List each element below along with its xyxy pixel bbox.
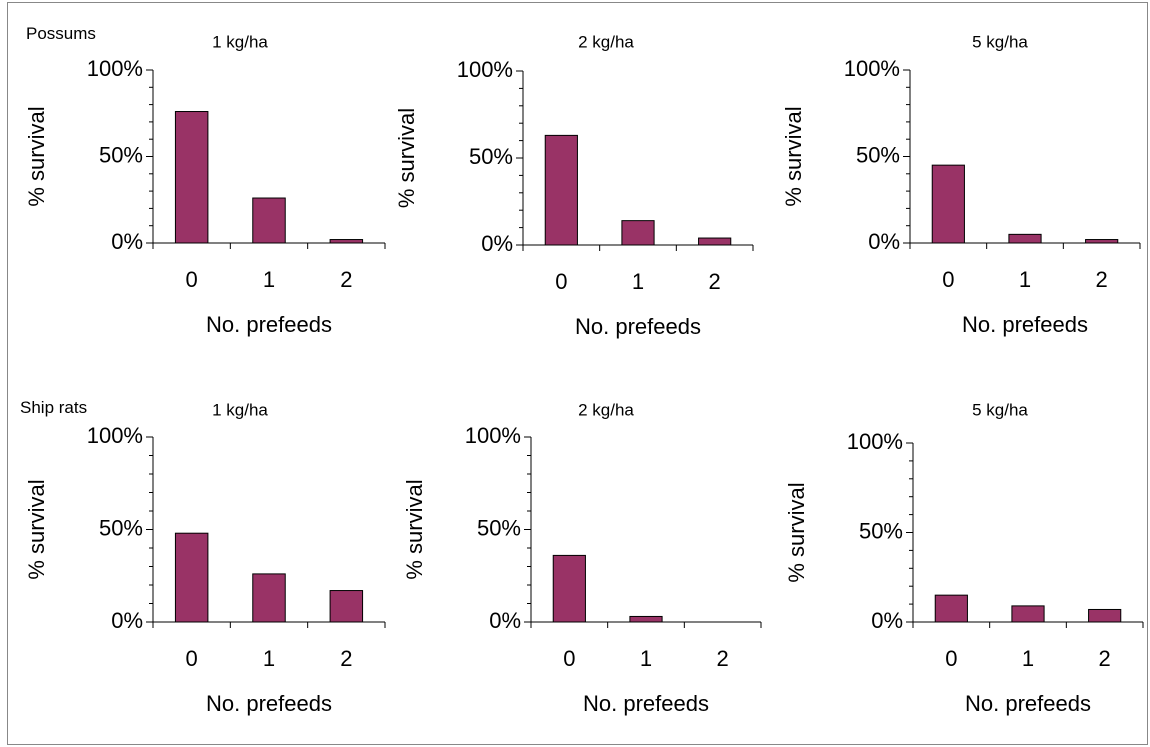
- panel-5-bar-0: [552, 554, 586, 623]
- panel-6-bar-2: [1088, 608, 1122, 623]
- panel-4-y-axis-label: % survival: [24, 479, 49, 579]
- panel-3-title: 5 kg/ha: [972, 32, 1028, 51]
- panel-5-title: 2 kg/ha: [578, 400, 634, 419]
- panel-6-x-tick-label: 1: [1022, 646, 1034, 671]
- figure-frame: [7, 2, 1148, 745]
- panel-1-x-tick-label: 1: [263, 267, 275, 292]
- panel-4-y-tick-label: 50%: [99, 515, 143, 540]
- panel-3-x-tick-label: 0: [942, 267, 954, 292]
- panel-6-title: 5 kg/ha: [972, 400, 1028, 419]
- panel-3-x-tick-label: 2: [1096, 267, 1108, 292]
- panel-4-y-tick-label: 0%: [111, 608, 143, 633]
- panel-6-x-axis-label: No. prefeeds: [965, 691, 1091, 716]
- panel-3-bar-2: [1085, 239, 1119, 244]
- panel-4-x-tick-label: 2: [340, 646, 352, 671]
- panel-5-x-axis-label: No. prefeeds: [583, 691, 709, 716]
- panel-4-x-axis-label: No. prefeeds: [206, 691, 332, 716]
- panel-4-bar-1: [252, 573, 286, 623]
- panel-4-title: 1 kg/ha: [212, 400, 268, 419]
- panel-2-title: 2 kg/ha: [578, 32, 634, 51]
- panel-2-x-axis-label: No. prefeeds: [575, 314, 701, 339]
- panel-1-y-tick-label: 50%: [99, 142, 143, 167]
- panel-2-y-tick-label: 50%: [469, 144, 513, 169]
- panel-4-bar-2: [329, 590, 364, 623]
- panel-1-y-tick-label: 100%: [87, 56, 143, 81]
- panel-3-bar-1: [1008, 233, 1042, 244]
- panel-1-bar-0: [174, 111, 209, 244]
- panel-5-x-tick-label: 0: [563, 646, 575, 671]
- panel-4-x-tick-label: 1: [263, 646, 275, 671]
- panel-6-y-tick-label: 50%: [859, 518, 903, 543]
- panel-2-y-tick-label: 100%: [457, 57, 513, 82]
- panel-6-y-axis-label: % survival: [784, 482, 809, 582]
- panel-2-y-axis-label: % survival: [394, 108, 419, 208]
- panel-3-y-tick-label: 0%: [868, 229, 900, 254]
- panel-4-x-tick-label: 0: [186, 646, 198, 671]
- row-label-ship-rats: Ship rats: [20, 398, 88, 417]
- panel-6-y-tick-label: 0%: [871, 608, 903, 633]
- panel-6-bar-1: [1011, 605, 1045, 623]
- panel-3-y-tick-label: 100%: [844, 56, 900, 81]
- panel-2-bar-1: [621, 220, 655, 246]
- panel-6-x-tick-label: 2: [1099, 646, 1111, 671]
- panel-1-bar-2: [329, 239, 364, 244]
- panel-1-title: 1 kg/ha: [212, 32, 268, 51]
- panel-2-bar-2: [698, 237, 732, 246]
- panel-5-x-tick-label: 1: [640, 646, 652, 671]
- panel-3-y-tick-label: 50%: [856, 142, 900, 167]
- panel-2-x-tick-label: 2: [709, 269, 721, 294]
- panel-6-x-tick-label: 0: [945, 646, 957, 671]
- panel-1-y-tick-label: 0%: [111, 229, 143, 254]
- panel-5-bar-1: [629, 615, 663, 623]
- panel-5-x-tick-label: 2: [717, 646, 729, 671]
- panel-2-x-tick-label: 1: [632, 269, 644, 294]
- panel-3-x-tick-label: 1: [1019, 267, 1031, 292]
- panel-1-x-tick-label: 2: [340, 267, 352, 292]
- panel-4-y-tick-label: 100%: [87, 423, 143, 448]
- panel-5-y-tick-label: 0%: [489, 608, 521, 633]
- panel-6-y-tick-label: 100%: [847, 429, 903, 454]
- panel-1-y-axis-label: % survival: [24, 106, 49, 206]
- panel-5-y-axis-label: % survival: [402, 479, 427, 579]
- panel-4-bar-0: [174, 532, 209, 623]
- panel-3-bar-0: [931, 164, 965, 244]
- row-label-possums: Possums: [26, 24, 96, 43]
- panel-1-x-axis-label: No. prefeeds: [206, 312, 332, 337]
- panel-3-x-axis-label: No. prefeeds: [962, 312, 1088, 337]
- panel-2-x-tick-label: 0: [555, 269, 567, 294]
- panel-2-bar-0: [544, 134, 578, 246]
- panel-5-y-tick-label: 100%: [465, 423, 521, 448]
- panel-1-x-tick-label: 0: [186, 267, 198, 292]
- panel-6-bar-0: [934, 594, 968, 623]
- panel-1-bar-1: [252, 197, 286, 244]
- panel-3-y-axis-label: % survival: [781, 106, 806, 206]
- panel-5-y-tick-label: 50%: [477, 515, 521, 540]
- panel-2-y-tick-label: 0%: [481, 231, 513, 256]
